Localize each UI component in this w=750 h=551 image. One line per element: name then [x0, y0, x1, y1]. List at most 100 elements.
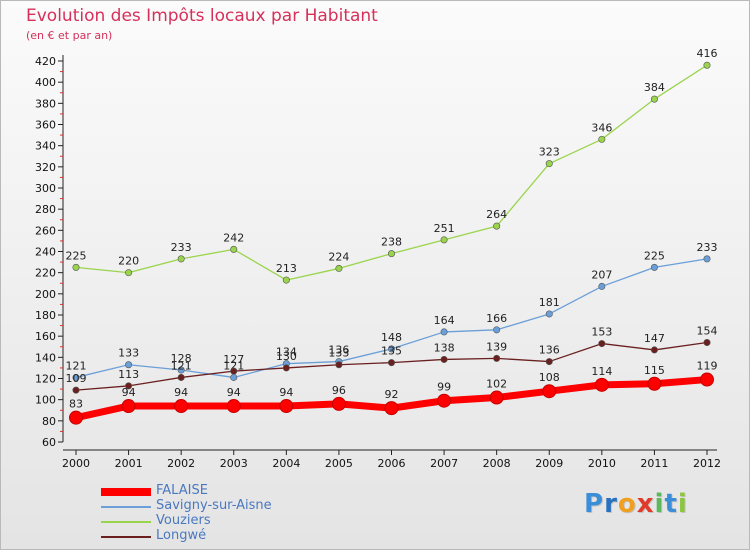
data-point	[226, 399, 241, 414]
y-tick-label: 340	[35, 140, 56, 153]
data-label: 138	[434, 341, 455, 354]
data-label: 225	[66, 249, 87, 262]
x-tick-label: 2004	[272, 457, 300, 470]
data-label: 92	[385, 388, 399, 401]
data-label: 220	[118, 255, 139, 268]
data-label: 130	[276, 350, 297, 363]
data-point	[437, 393, 452, 408]
data-point	[650, 95, 658, 103]
data-label: 99	[437, 381, 451, 394]
data-point	[387, 359, 395, 367]
data-label: 238	[381, 236, 402, 249]
y-tick-label: 400	[35, 76, 56, 89]
chart-subtitle: (en € et par an)	[26, 29, 113, 42]
data-label: 127	[223, 353, 244, 366]
data-label: 242	[223, 231, 244, 244]
data-point	[177, 255, 185, 263]
data-label: 384	[644, 81, 665, 94]
data-point	[598, 135, 606, 143]
data-label: 166	[486, 312, 507, 325]
data-point	[125, 269, 133, 277]
data-point	[230, 245, 238, 253]
data-label: 346	[591, 121, 612, 134]
data-point	[594, 377, 609, 392]
logo-letter: t	[664, 489, 678, 519]
x-tick-label: 2012	[693, 457, 721, 470]
data-label: 207	[591, 268, 612, 281]
data-label: 94	[227, 386, 241, 399]
y-tick-label: 80	[42, 415, 56, 428]
legend-label: Longwé	[156, 528, 207, 543]
data-point	[72, 386, 80, 394]
data-label: 133	[118, 347, 139, 360]
data-point	[279, 399, 294, 414]
data-label: 251	[434, 222, 455, 235]
chart-legend: FALAISE Savigny-sur-Aisne Vouziers Longwé	[101, 483, 361, 544]
y-tick-label: 200	[35, 288, 56, 301]
data-point	[72, 373, 80, 381]
x-tick-label: 2007	[430, 457, 458, 470]
data-point	[387, 345, 395, 353]
y-tick-label: 360	[35, 119, 56, 132]
data-label: 94	[279, 386, 293, 399]
data-label: 83	[69, 398, 83, 411]
data-label: 153	[591, 326, 612, 339]
data-point	[387, 250, 395, 258]
x-tick-label: 2009	[535, 457, 563, 470]
data-point	[331, 396, 346, 411]
y-tick-label: 100	[35, 394, 56, 407]
y-tick-label: 280	[35, 203, 56, 216]
data-label: 113	[118, 368, 139, 381]
data-point	[703, 255, 711, 263]
logo-letter: i	[654, 489, 665, 519]
data-label: 323	[539, 146, 560, 159]
x-tick-label: 2005	[325, 457, 353, 470]
data-point	[440, 328, 448, 336]
data-label: 96	[332, 384, 346, 397]
data-label: 136	[539, 344, 560, 357]
data-label: 114	[591, 365, 612, 378]
data-point	[489, 390, 504, 405]
data-point	[542, 384, 557, 399]
y-tick-label: 240	[35, 246, 56, 259]
legend-label: Vouziers	[156, 513, 211, 528]
logo-letter: P	[584, 489, 605, 519]
data-label: 133	[328, 347, 349, 360]
x-tick-label: 2008	[483, 457, 511, 470]
data-label: 109	[66, 372, 87, 385]
data-label: 115	[644, 364, 665, 377]
chart-title: Evolution des Impôts locaux par Habitant	[26, 6, 378, 26]
y-tick-label: 300	[35, 182, 56, 195]
data-point	[545, 160, 553, 168]
data-label: 136	[328, 344, 349, 357]
data-point	[493, 222, 501, 230]
data-label: 181	[539, 296, 560, 309]
data-point	[703, 61, 711, 69]
data-point	[282, 276, 290, 284]
legend-swatch	[101, 487, 151, 496]
data-point	[230, 367, 238, 375]
data-label: 224	[328, 250, 349, 263]
legend-label: Savigny-sur-Aisne	[156, 498, 272, 513]
data-label: 119	[697, 360, 718, 373]
y-tick-label: 160	[35, 330, 56, 343]
data-point	[69, 410, 83, 425]
y-tick-label: 380	[35, 97, 56, 110]
data-label: 225	[644, 249, 665, 262]
y-tick-label: 420	[35, 55, 56, 68]
data-point	[647, 376, 662, 391]
data-label: 108	[539, 371, 560, 384]
data-point	[335, 361, 343, 369]
x-tick-label: 2003	[220, 457, 248, 470]
y-tick-label: 120	[35, 373, 56, 386]
data-label: 102	[486, 378, 507, 391]
data-point	[440, 355, 448, 363]
legend-label: FALAISE	[156, 483, 208, 498]
data-point	[384, 401, 399, 416]
data-point	[493, 326, 501, 334]
data-label: 121	[223, 359, 244, 372]
data-label: 264	[486, 208, 507, 221]
legend-item: Longwé	[101, 528, 361, 544]
legend-swatch	[101, 505, 151, 508]
